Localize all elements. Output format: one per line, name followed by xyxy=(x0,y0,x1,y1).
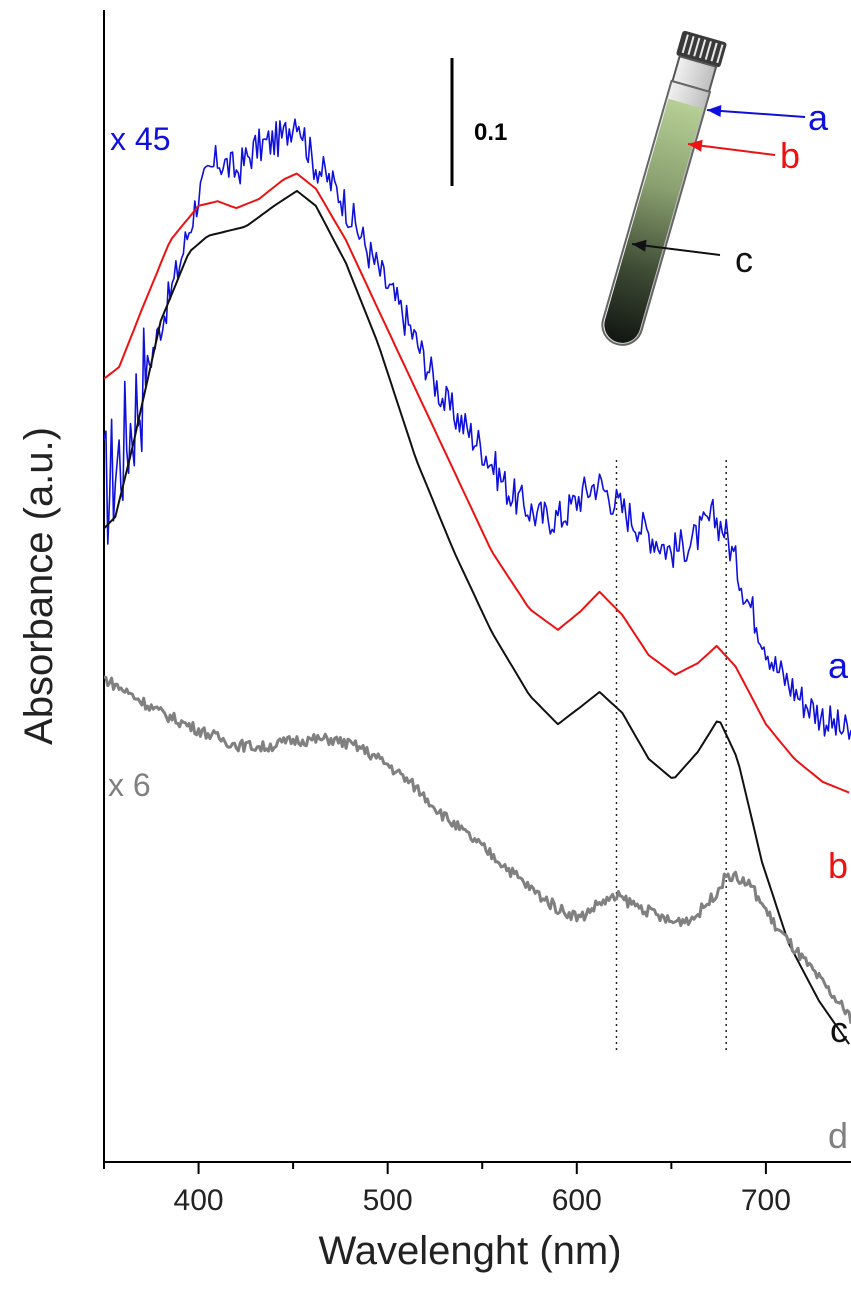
x-tick-label: 500 xyxy=(363,1184,413,1217)
factor-label-a: x 45 xyxy=(110,121,170,157)
x-tick-label: 700 xyxy=(741,1184,791,1217)
inset-arrow-c xyxy=(631,243,721,256)
labels-group: a b c d x 45 x 6 xyxy=(108,121,849,1156)
series-line-b xyxy=(104,172,850,794)
y-axis-title: Absorbance (a.u.) xyxy=(17,427,61,745)
inset-photo xyxy=(568,22,851,358)
x-tick-label: 600 xyxy=(552,1184,602,1217)
series-label-b: b xyxy=(828,845,848,886)
inset-arrowhead-b xyxy=(688,139,703,152)
inset-arrow-label-b: b xyxy=(780,135,800,176)
scale-bar: 0.1 xyxy=(450,58,507,186)
reference-lines xyxy=(615,460,727,1052)
inset-arrow-b xyxy=(687,143,776,156)
series-line-c xyxy=(104,189,850,1045)
inset-arrow-label-a: a xyxy=(808,97,829,138)
x-tick-label: 400 xyxy=(174,1184,224,1217)
x-axis-title: Wavelenght (nm) xyxy=(318,1229,621,1273)
x-ticks: 400 500 600 700 xyxy=(103,1162,791,1217)
tube-liquid xyxy=(604,98,704,343)
series-label-a: a xyxy=(828,645,849,686)
factor-label-d: x 6 xyxy=(108,767,151,803)
inset-arrow-label-c: c xyxy=(735,239,753,280)
series-label-d: d xyxy=(828,1115,848,1156)
series-group xyxy=(104,118,851,1045)
series-label-c: c xyxy=(830,1009,848,1050)
axes xyxy=(103,10,851,1163)
inset-arrow-a xyxy=(706,109,806,118)
inset-arrowhead-c xyxy=(632,239,647,252)
inset-arrows: ab c xyxy=(631,97,829,280)
series-line-d xyxy=(104,675,851,1024)
inset-arrowhead-a xyxy=(707,105,722,117)
scale-bar-label: 0.1 xyxy=(474,119,507,146)
series-line-a xyxy=(104,118,851,740)
